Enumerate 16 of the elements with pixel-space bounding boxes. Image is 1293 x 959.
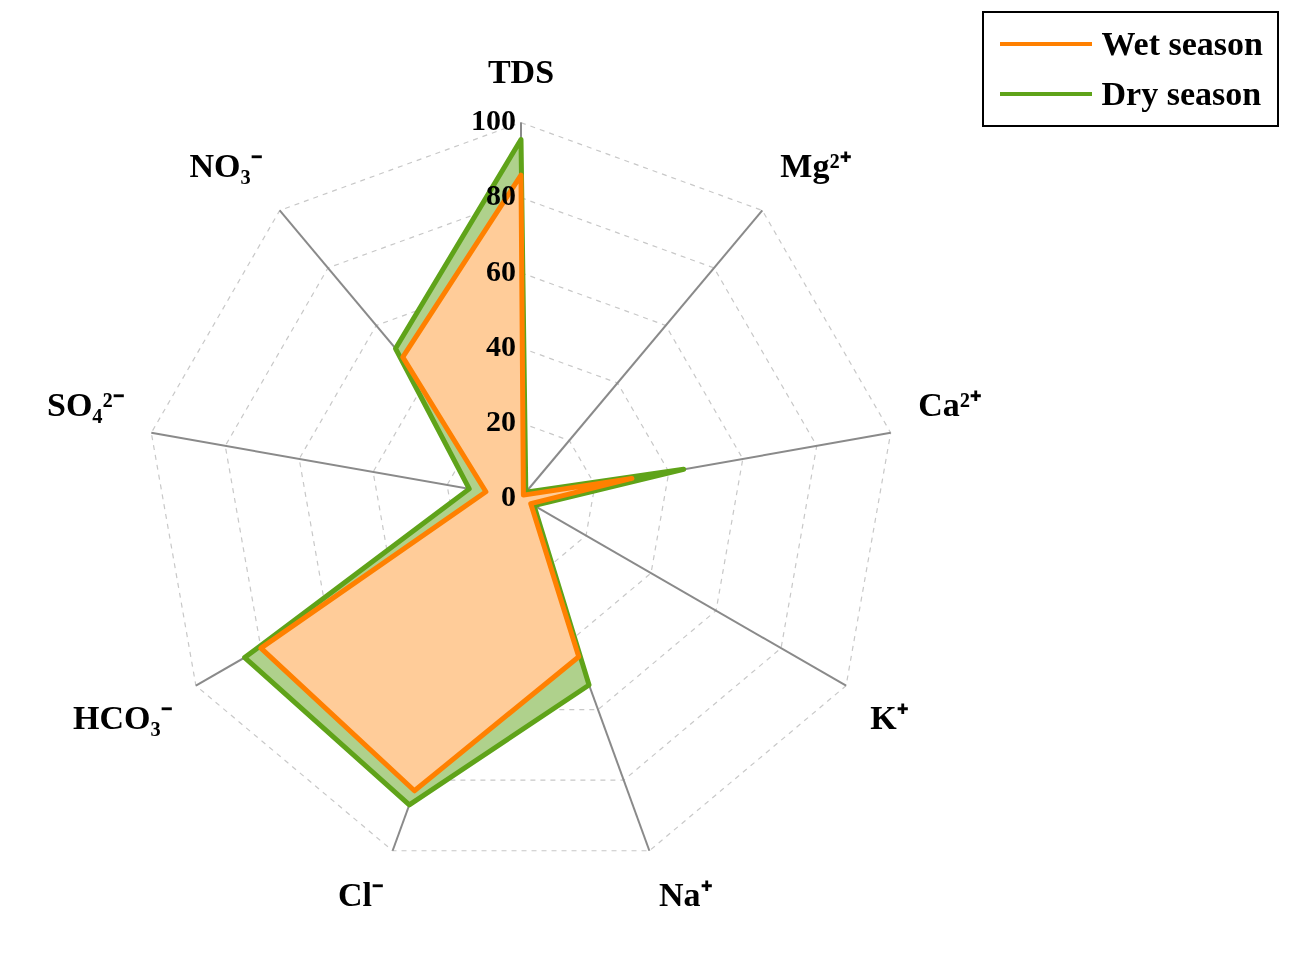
y-tick-label: 20 (486, 403, 516, 437)
spoke-label: Mg²⁺ (780, 147, 851, 185)
spoke-label: Na⁺ (658, 876, 712, 914)
legend-label: Dry season (1101, 74, 1262, 114)
y-tick-label: 0 (501, 478, 516, 512)
spoke-label: NO₃⁻ (189, 147, 262, 185)
legend-label: Wet season (1101, 24, 1263, 64)
spoke-label: Ca²⁺ (918, 386, 982, 424)
y-tick-label: 60 (486, 253, 516, 287)
spoke-label: TDS (487, 53, 555, 90)
spoke-label: K⁺ (870, 698, 908, 736)
y-tick-label: 100 (471, 103, 516, 137)
spoke-label: HCO₃⁻ (73, 698, 172, 736)
spoke-label: SO₄²⁻ (46, 386, 124, 424)
spoke-label: Cl⁻ (338, 876, 384, 914)
y-tick-label: 40 (486, 328, 516, 362)
